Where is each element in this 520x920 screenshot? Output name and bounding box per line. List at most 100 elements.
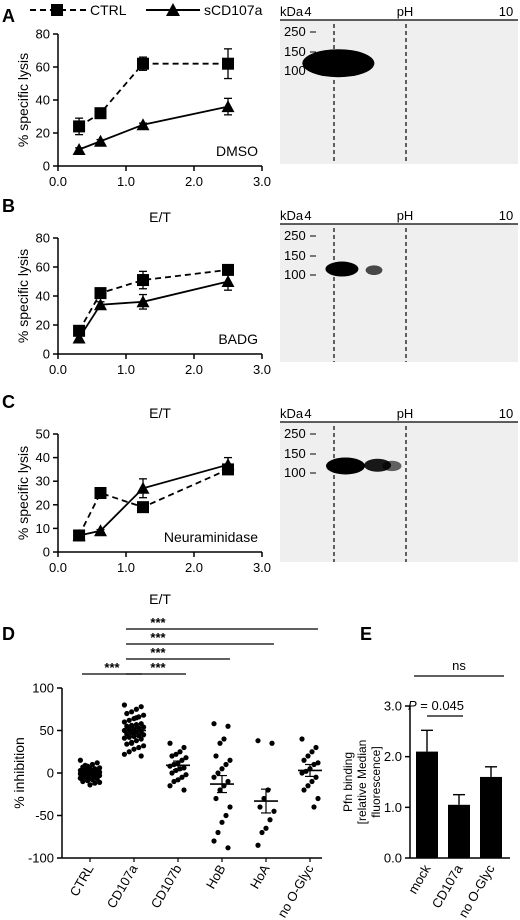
x-tick-label: 1.0 bbox=[117, 174, 135, 189]
category-label: HoB bbox=[203, 862, 229, 891]
data-point bbox=[131, 746, 137, 752]
blot-b: kDa 4 pH 10 250 150 100 bbox=[280, 208, 518, 362]
data-point bbox=[94, 760, 100, 766]
kda-marker-label: 100 bbox=[284, 63, 306, 78]
data-point bbox=[133, 738, 139, 744]
protein-spot bbox=[302, 49, 375, 78]
data-point bbox=[138, 753, 144, 759]
data-point bbox=[223, 761, 229, 768]
data-point-ctrl bbox=[137, 57, 149, 70]
legend-scd107a-label: sCD107a bbox=[204, 2, 263, 18]
y-tick-label: 60 bbox=[36, 60, 50, 75]
panel-label-d: D bbox=[2, 624, 15, 644]
data-point-scd107a bbox=[221, 275, 235, 287]
data-point bbox=[141, 724, 147, 730]
data-point bbox=[225, 778, 231, 785]
legend-square-marker bbox=[51, 4, 63, 16]
line-chart-a: 0.0 1.0 2.0 3.0 0 20 40 60 80 % specific lysis DMS… bbox=[15, 27, 271, 190]
data-point bbox=[167, 783, 173, 789]
significance-label: *** bbox=[150, 615, 166, 630]
bar bbox=[416, 751, 438, 858]
x-tick-label: 1.0 bbox=[117, 362, 135, 377]
kda-label: kDa bbox=[280, 208, 304, 223]
series-line-scd107a bbox=[78, 280, 229, 339]
category-label: CTRL bbox=[67, 862, 97, 899]
x-tick-label: 0.0 bbox=[49, 362, 67, 377]
data-point bbox=[77, 757, 83, 763]
y-tick-label: 20 bbox=[36, 318, 50, 333]
data-point-ctrl bbox=[222, 57, 234, 70]
data-point bbox=[167, 763, 173, 769]
data-point bbox=[271, 808, 277, 814]
data-point bbox=[257, 804, 263, 810]
x-tick-label: 0.0 bbox=[49, 174, 67, 189]
data-point bbox=[141, 743, 147, 749]
kda-label: kDa bbox=[280, 4, 304, 19]
ns-label: ns bbox=[452, 658, 466, 673]
blot-c: kDa 4 pH 10 250 150 100 bbox=[280, 406, 518, 562]
data-point bbox=[181, 744, 187, 751]
x-tick-label: 2.0 bbox=[185, 174, 203, 189]
data-point-ctrl bbox=[137, 274, 149, 287]
data-point bbox=[211, 838, 217, 844]
kda-marker-label: 250 bbox=[284, 426, 306, 441]
data-point bbox=[169, 770, 175, 776]
data-point-scd107a bbox=[136, 118, 150, 131]
data-point bbox=[181, 787, 187, 793]
data-point-scd107a bbox=[136, 295, 150, 308]
y-tick-label: 2.0 bbox=[384, 749, 402, 764]
data-point bbox=[261, 795, 267, 802]
x-axis-label: E/T bbox=[149, 591, 171, 607]
data-point-scd107a bbox=[72, 331, 86, 344]
data-point-scd107a bbox=[94, 134, 107, 147]
data-point bbox=[87, 782, 93, 788]
series-line-scd107a bbox=[78, 105, 229, 151]
data-point bbox=[309, 749, 315, 755]
y-tick-label: 30 bbox=[36, 474, 50, 489]
y-tick-label: 40 bbox=[36, 93, 50, 108]
data-point bbox=[171, 778, 177, 785]
data-point bbox=[136, 744, 142, 751]
data-point bbox=[121, 702, 127, 708]
y-tick-label: 0 bbox=[47, 766, 54, 781]
x-tick-label: 0.0 bbox=[49, 560, 67, 575]
category-label: no O-Glyc bbox=[274, 862, 316, 920]
y-tick-label: 80 bbox=[36, 231, 50, 246]
data-point bbox=[121, 719, 127, 725]
data-point-scd107a bbox=[72, 143, 86, 155]
y-tick-label: 40 bbox=[36, 289, 50, 304]
x-axis-label: E/T bbox=[149, 405, 171, 421]
data-point bbox=[219, 819, 225, 825]
data-point bbox=[183, 755, 189, 761]
y-tick-label: -50 bbox=[35, 808, 54, 823]
data-point bbox=[225, 845, 231, 851]
ph-low-label: 4 bbox=[304, 406, 311, 421]
kda-marker-label: 150 bbox=[284, 44, 306, 59]
data-point bbox=[215, 829, 221, 836]
x-tick-label: 3.0 bbox=[253, 560, 271, 575]
y-axis-label: % inhibition bbox=[11, 737, 27, 809]
data-point bbox=[211, 721, 217, 727]
data-point bbox=[213, 753, 219, 759]
data-point bbox=[124, 741, 130, 747]
legend-triangle-marker bbox=[166, 3, 180, 16]
y-tick-label: 10 bbox=[36, 521, 50, 536]
protein-spot bbox=[382, 460, 402, 472]
y-axis-label: fluorescence] bbox=[369, 746, 383, 817]
p-value-label: P = 0.045 bbox=[408, 698, 464, 713]
data-point-ctrl bbox=[94, 107, 107, 120]
bar bbox=[448, 804, 470, 858]
ph-high-label: 10 bbox=[499, 406, 513, 421]
data-point-ctrl bbox=[94, 287, 107, 300]
blot-a: kDa 4 pH 10 250 150 100 bbox=[280, 4, 518, 164]
data-point bbox=[173, 751, 179, 757]
bar bbox=[480, 776, 502, 858]
data-point-scd107a bbox=[221, 458, 235, 471]
data-point bbox=[299, 770, 305, 776]
data-point bbox=[221, 736, 227, 742]
data-point bbox=[299, 736, 305, 742]
x-tick-label: 3.0 bbox=[253, 362, 271, 377]
x-tick-label: 3.0 bbox=[253, 174, 271, 189]
